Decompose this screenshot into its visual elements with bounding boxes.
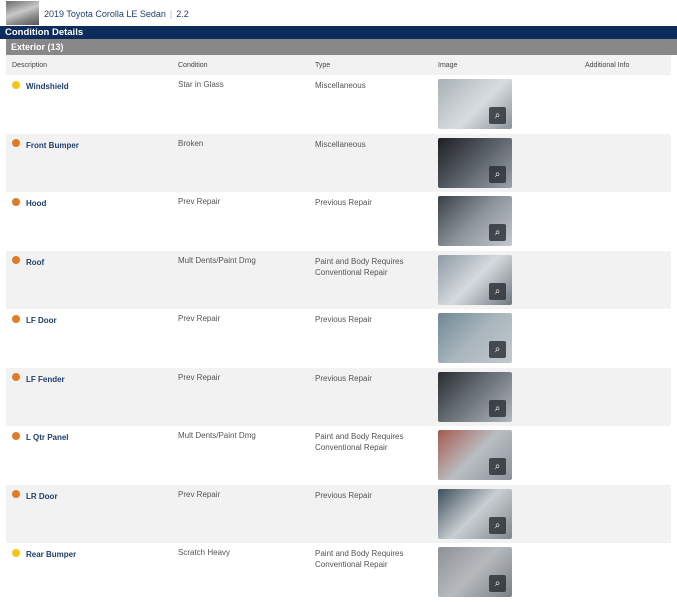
col-description: Description	[12, 61, 48, 69]
condition-cell: Prev Repair	[178, 314, 221, 323]
description-cell: L Qtr Panel	[12, 431, 69, 443]
damage-image[interactable]: ⌕	[438, 196, 512, 246]
expand-zoom-icon[interactable]: ⌕	[489, 458, 506, 475]
description-link[interactable]: Hood	[26, 199, 47, 209]
expand-zoom-icon[interactable]: ⌕	[489, 282, 506, 300]
table-row: Front Bumper Broken Miscellaneous ⌕	[6, 133, 671, 192]
condition-cell: Broken	[178, 138, 204, 148]
table-row: Hood Prev Repair Previous Repair ⌕	[6, 192, 671, 251]
description-cell: Hood	[12, 197, 47, 209]
type-cell: Miscellaneous	[315, 81, 366, 90]
vehicle-thumbnail[interactable]	[6, 1, 39, 25]
severity-dot-icon	[12, 548, 20, 557]
section-title: Condition Details	[0, 26, 677, 39]
group-title[interactable]: Exterior (13)	[6, 39, 677, 55]
col-additional-info: Additional Info	[585, 61, 630, 69]
condition-cell: Prev Repair	[178, 489, 221, 499]
type-cell: Paint and Body Requires Conventional Rep…	[315, 549, 404, 569]
damage-image[interactable]: ⌕	[438, 371, 512, 422]
description-link[interactable]: Windshield	[26, 82, 69, 92]
vehicle-grade: 2.2	[176, 9, 189, 19]
description-link[interactable]: LR Door	[26, 491, 58, 501]
type-cell: Previous Repair	[315, 490, 372, 500]
vehicle-name: 2019 Toyota Corolla LE Sedan	[44, 9, 166, 19]
severity-dot-icon	[12, 256, 20, 265]
type-cell: Previous Repair	[315, 373, 372, 383]
description-link[interactable]: LF Fender	[26, 374, 65, 384]
table-row: LF Door Prev Repair Previous Repair ⌕	[6, 309, 671, 368]
expand-zoom-icon[interactable]: ⌕	[489, 341, 506, 358]
condition-cell: Mult Dents/Paint Dmg	[178, 255, 256, 265]
description-cell: LR Door	[12, 490, 58, 501]
table-row: Windshield Star in Glass Miscellaneous ⌕	[6, 75, 671, 134]
severity-dot-icon	[12, 314, 20, 323]
severity-dot-icon	[12, 139, 20, 148]
damage-image[interactable]: ⌕	[438, 137, 512, 188]
col-condition: Condition	[178, 61, 208, 69]
description-link[interactable]: L Qtr Panel	[26, 433, 69, 443]
severity-dot-icon	[12, 490, 20, 499]
damage-image[interactable]: ⌕	[438, 547, 512, 597]
vehicle-title: 2019 Toyota Corolla LE Sedan | 2.2	[44, 9, 189, 19]
expand-zoom-icon[interactable]: ⌕	[489, 516, 506, 534]
description-link[interactable]: Rear Bumper	[26, 550, 77, 560]
severity-dot-icon	[12, 80, 20, 89]
damage-image[interactable]: ⌕	[438, 488, 512, 539]
condition-table: Description Condition Type Image Additio…	[6, 55, 671, 602]
col-image: Image	[438, 61, 458, 69]
expand-zoom-icon[interactable]: ⌕	[489, 399, 506, 417]
table-row: LR Door Prev Repair Previous Repair ⌕	[6, 484, 671, 543]
damage-image[interactable]: ⌕	[438, 313, 512, 363]
description-link[interactable]: Roof	[26, 257, 45, 267]
condition-cell: Star in Glass	[178, 80, 224, 89]
severity-dot-icon	[12, 197, 20, 206]
expand-zoom-icon[interactable]: ⌕	[489, 224, 506, 241]
type-cell: Previous Repair	[315, 315, 372, 324]
description-link[interactable]: LF Door	[26, 316, 57, 326]
type-cell: Paint and Body Requires Conventional Rep…	[315, 432, 404, 452]
severity-dot-icon	[12, 431, 20, 440]
expand-zoom-icon[interactable]: ⌕	[489, 107, 506, 124]
type-cell: Previous Repair	[315, 198, 372, 207]
table-row: L Qtr Panel Mult Dents/Paint Dmg Paint a…	[6, 426, 671, 485]
description-cell: Rear Bumper	[12, 548, 77, 560]
damage-image[interactable]: ⌕	[438, 79, 512, 129]
damage-image[interactable]: ⌕	[438, 254, 512, 305]
col-type: Type	[315, 61, 331, 69]
condition-cell: Prev Repair	[178, 197, 221, 206]
description-cell: LF Door	[12, 314, 57, 326]
damage-image[interactable]: ⌕	[438, 430, 512, 480]
table-row: Roof Mult Dents/Paint Dmg Paint and Body…	[6, 250, 671, 309]
condition-cell: Scratch Heavy	[178, 548, 231, 557]
description-cell: Front Bumper	[12, 139, 79, 150]
condition-cell: Prev Repair	[178, 372, 221, 382]
expand-zoom-icon[interactable]: ⌕	[489, 165, 506, 183]
type-cell: Paint and Body Requires Conventional Rep…	[315, 256, 404, 277]
type-cell: Miscellaneous	[315, 139, 366, 149]
description-cell: LF Fender	[12, 373, 65, 384]
description-cell: Roof	[12, 256, 45, 267]
separator: |	[169, 9, 173, 19]
table-row: LF Fender Prev Repair Previous Repair ⌕	[6, 367, 671, 426]
table-row: Rear Bumper Scratch Heavy Paint and Body…	[6, 543, 671, 602]
condition-cell: Mult Dents/Paint Dmg	[178, 431, 256, 440]
expand-zoom-icon[interactable]: ⌕	[489, 575, 506, 592]
severity-dot-icon	[12, 373, 20, 382]
vehicle-header: 2019 Toyota Corolla LE Sedan | 2.2	[0, 0, 677, 26]
description-link[interactable]: Front Bumper	[26, 140, 79, 150]
table-header: Description Condition Type Image Additio…	[6, 55, 671, 75]
description-cell: Windshield	[12, 80, 69, 92]
